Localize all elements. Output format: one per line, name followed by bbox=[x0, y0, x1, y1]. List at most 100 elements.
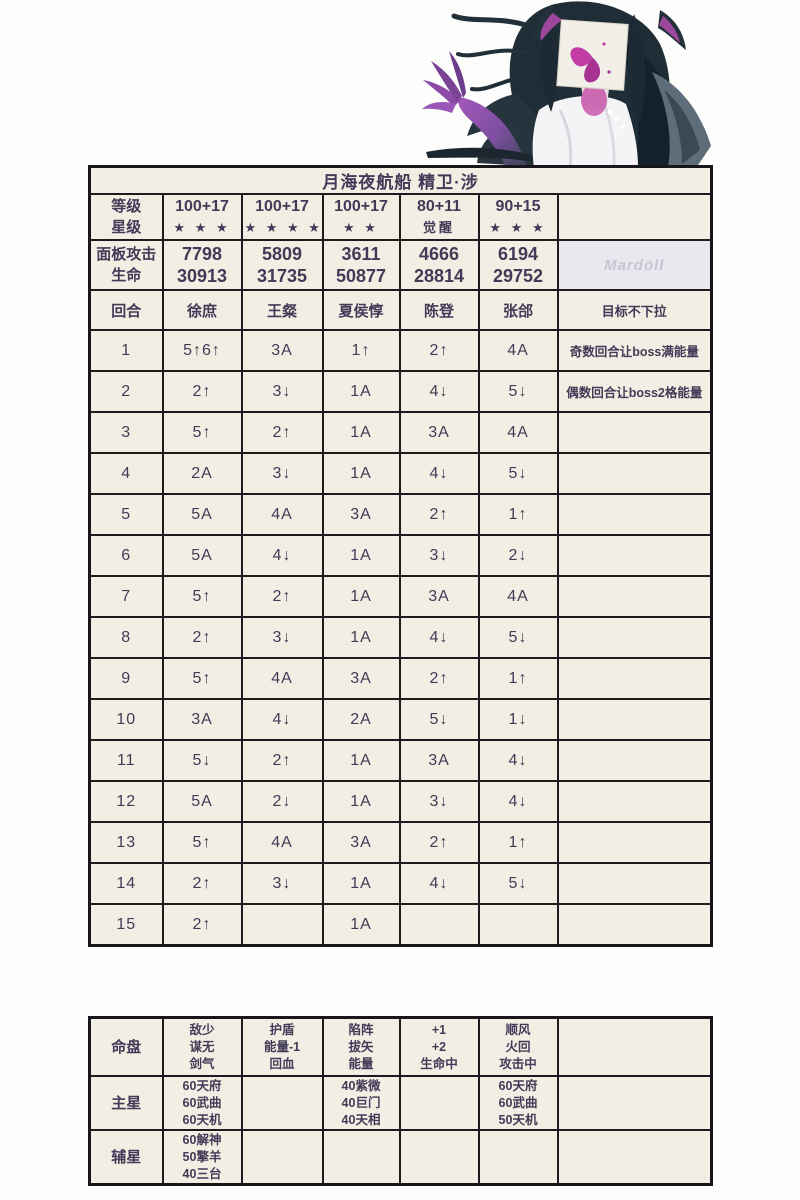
panel-col-1: 7798 30913 bbox=[161, 239, 243, 291]
round-note bbox=[556, 575, 713, 618]
panel-col-4: 4666 28814 bbox=[398, 239, 480, 291]
action-cell: 3↓ bbox=[240, 452, 324, 495]
action-cell: 1A bbox=[321, 780, 401, 823]
action-cell: 5↑ bbox=[161, 411, 243, 454]
round-note bbox=[556, 657, 713, 700]
round-number: 12 bbox=[88, 780, 164, 823]
round-row: 14 2↑ 3↓ 1A 4↓ 5↓ bbox=[88, 862, 713, 905]
build-cell: 60天府 60武曲 50天机 bbox=[477, 1075, 559, 1131]
char-xushu: 徐庶 bbox=[161, 289, 243, 331]
empty-cell bbox=[556, 193, 713, 241]
rounds-rows: 1 5↑6↑ 3A 1↑ 2↑ 4A 奇数回合让boss满能量 2 2↑ 3↓ 1A 4↓ 5↓ 偶数回合… bbox=[88, 329, 713, 947]
build-cell bbox=[556, 1016, 713, 1077]
action-cell: 4↓ bbox=[477, 780, 559, 823]
round-row: 13 5↑ 4A 3A 2↑ 1↑ bbox=[88, 821, 713, 864]
round-note bbox=[556, 862, 713, 905]
action-cell: 5↑ bbox=[161, 821, 243, 864]
level-star-row: 等级 星级 100+17 ★ ★ ★ 100+17 ★ ★ ★ ★ 100+17 ★ … bbox=[88, 193, 713, 241]
build-cell bbox=[240, 1129, 324, 1186]
build-rows: 命盘 敌少 谋无 剑气 护盾 能量-1 回血 陷阵 拔矢 能量 +1 +2 生命中 顺风 … bbox=[88, 1016, 713, 1186]
char-zhanghe: 张郃 bbox=[477, 289, 559, 331]
level-label: 等级 bbox=[111, 198, 142, 215]
action-cell: 3A bbox=[240, 329, 324, 372]
action-cell: 4A bbox=[240, 657, 324, 700]
action-cell: 1A bbox=[321, 452, 401, 495]
page-title: 月海夜航船 精卫·涉 bbox=[88, 165, 713, 195]
action-cell: 2↓ bbox=[240, 780, 324, 823]
round-note: 奇数回合让boss满能量 bbox=[556, 329, 713, 372]
action-cell: 5↓ bbox=[477, 452, 559, 495]
char-chendeng: 陈登 bbox=[398, 289, 480, 331]
action-cell: 5A bbox=[161, 780, 243, 823]
round-row: 4 2A 3↓ 1A 4↓ 5↓ bbox=[88, 452, 713, 495]
build-cell bbox=[556, 1075, 713, 1131]
action-cell: 3A bbox=[161, 698, 243, 741]
round-note bbox=[556, 821, 713, 864]
action-cell: 2↑ bbox=[161, 370, 243, 413]
action-cell: 4↓ bbox=[398, 616, 480, 659]
round-row: 10 3A 4↓ 2A 5↓ 1↓ bbox=[88, 698, 713, 741]
build-row-label: 命盘 bbox=[88, 1016, 164, 1077]
round-number: 6 bbox=[88, 534, 164, 577]
build-cell bbox=[240, 1075, 324, 1131]
build-cell bbox=[477, 1129, 559, 1186]
build-row-label: 辅星 bbox=[88, 1129, 164, 1186]
action-cell: 4A bbox=[477, 411, 559, 454]
action-cell: 2↑ bbox=[398, 493, 480, 536]
action-cell: 2↓ bbox=[477, 534, 559, 577]
action-cell: 4↓ bbox=[240, 698, 324, 741]
build-cell: 护盾 能量-1 回血 bbox=[240, 1016, 324, 1077]
action-cell: 5↓ bbox=[161, 739, 243, 782]
round-row: 3 5↑ 2↑ 1A 3A 4A bbox=[88, 411, 713, 454]
round-number: 4 bbox=[88, 452, 164, 495]
action-cell: 4A bbox=[477, 329, 559, 372]
char-xiahoudun: 夏侯惇 bbox=[321, 289, 401, 331]
round-note bbox=[556, 780, 713, 823]
round-row: 12 5A 2↓ 1A 3↓ 4↓ bbox=[88, 780, 713, 823]
round-row: 11 5↓ 2↑ 1A 3A 4↓ bbox=[88, 739, 713, 782]
level-star-label: 等级 星级 bbox=[88, 193, 164, 241]
action-cell: 3↓ bbox=[240, 862, 324, 905]
action-cell: 5A bbox=[161, 534, 243, 577]
build-cell: 60解神 50擎羊 40三台 bbox=[161, 1129, 243, 1186]
round-note bbox=[556, 493, 713, 536]
stat-col-4: 80+11 觉醒 bbox=[398, 193, 480, 241]
action-cell: 1↑ bbox=[477, 493, 559, 536]
build-cell bbox=[398, 1129, 480, 1186]
round-row: 5 5A 4A 3A 2↑ 1↑ bbox=[88, 493, 713, 536]
action-cell: 1A bbox=[321, 739, 401, 782]
round-row: 6 5A 4↓ 1A 3↓ 2↓ bbox=[88, 534, 713, 577]
hp-label: 生命 bbox=[111, 267, 142, 284]
action-cell: 3↓ bbox=[398, 780, 480, 823]
action-cell: 5↓ bbox=[477, 616, 559, 659]
char-wangcan: 王粲 bbox=[240, 289, 324, 331]
action-cell bbox=[477, 903, 559, 947]
panel-col-2: 5809 31735 bbox=[240, 239, 324, 291]
action-cell: 1↓ bbox=[477, 698, 559, 741]
round-note bbox=[556, 534, 713, 577]
round-row: 8 2↑ 3↓ 1A 4↓ 5↓ bbox=[88, 616, 713, 659]
star-label: 星级 bbox=[111, 219, 142, 236]
round-row: 7 5↑ 2↑ 1A 3A 4A bbox=[88, 575, 713, 618]
build-cell: 60天府 60武曲 60天机 bbox=[161, 1075, 243, 1131]
build-cell: 顺风 火回 攻击中 bbox=[477, 1016, 559, 1077]
round-number: 15 bbox=[88, 903, 164, 947]
action-cell: 3A bbox=[321, 821, 401, 864]
action-cell: 2A bbox=[161, 452, 243, 495]
action-cell: 2↑ bbox=[398, 821, 480, 864]
round-number: 5 bbox=[88, 493, 164, 536]
action-cell: 1A bbox=[321, 616, 401, 659]
round-note bbox=[556, 411, 713, 454]
build-cell: +1 +2 生命中 bbox=[398, 1016, 480, 1077]
build-row: 主星 60天府 60武曲 60天机 40紫微 40巨门 40天相 60天府 60武曲 … bbox=[88, 1075, 713, 1131]
action-cell: 4↓ bbox=[398, 452, 480, 495]
action-cell: 5A bbox=[161, 493, 243, 536]
action-cell bbox=[398, 903, 480, 947]
title-row: 月海夜航船 精卫·涉 bbox=[88, 165, 713, 195]
round-row: 9 5↑ 4A 3A 2↑ 1↑ bbox=[88, 657, 713, 700]
round-number: 2 bbox=[88, 370, 164, 413]
build-cell: 陷阵 拔矢 能量 bbox=[321, 1016, 401, 1077]
destiny-table: 命盘 敌少 谋无 剑气 护盾 能量-1 回血 陷阵 拔矢 能量 +1 +2 生命中 顺风 … bbox=[88, 1016, 713, 1186]
action-cell: 1↑ bbox=[477, 657, 559, 700]
stat-col-2: 100+17 ★ ★ ★ ★ bbox=[240, 193, 324, 241]
